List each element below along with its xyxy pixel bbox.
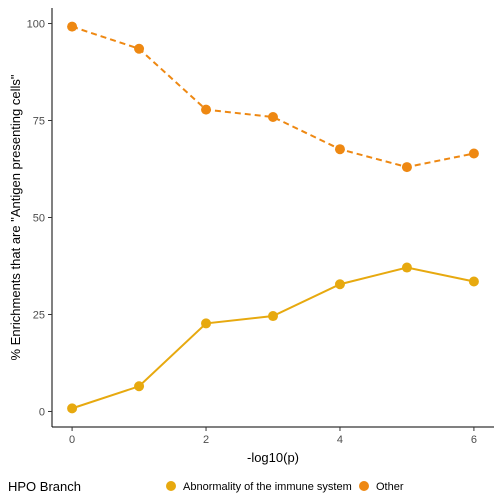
legend-key-1	[166, 481, 176, 491]
legend-key-2	[359, 481, 369, 491]
series-1-point-1	[67, 403, 78, 414]
marks	[67, 21, 479, 414]
series-1-point-7	[468, 276, 479, 287]
y-tick-label-25: 25	[33, 309, 45, 321]
legend: HPO Branch Abnormality of the immune sys…	[8, 479, 404, 494]
series-line-2	[71, 25, 475, 169]
y-tick-label-100: 100	[27, 19, 45, 31]
x-axis-title: -log10(p)	[247, 450, 299, 465]
axes: 0 25 50 75 100 0 2 4 6	[27, 8, 494, 446]
x-tick-label-0: 0	[69, 434, 75, 446]
legend-title: HPO Branch	[8, 479, 81, 494]
x-tick-label-4: 4	[337, 434, 343, 446]
series-2-point-5	[334, 144, 345, 155]
x-tick-label-2: 2	[203, 434, 209, 446]
series-1-point-3	[201, 318, 212, 329]
y-axis-title: % Enrichments that are "Antigen presenti…	[8, 74, 23, 360]
series-2-point-1	[67, 21, 78, 32]
y-tick-label-0: 0	[39, 406, 45, 418]
series-line-1	[71, 266, 475, 410]
series-2-point-2	[134, 43, 145, 54]
series-2-point-7	[468, 148, 479, 159]
y-tick-label-50: 50	[33, 213, 45, 225]
series-2-point-6	[401, 162, 412, 173]
series-2-point-3	[201, 104, 212, 115]
series-1-point-2	[134, 381, 145, 392]
legend-label-1: Abnormality of the immune system	[183, 481, 352, 493]
series-2-point-4	[268, 112, 278, 123]
legend-label-2: Other	[376, 481, 404, 493]
series-1-point-5	[334, 279, 345, 290]
series-1-point-6	[401, 262, 412, 273]
series-1-point-4	[268, 311, 278, 322]
y-tick-label-75: 75	[33, 116, 45, 128]
x-tick-label-6: 6	[471, 434, 477, 446]
